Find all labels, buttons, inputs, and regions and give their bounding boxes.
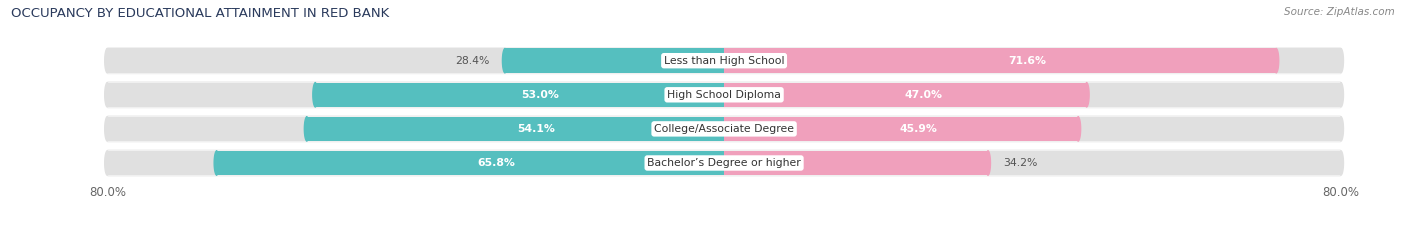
Bar xyxy=(724,116,1078,141)
Bar xyxy=(315,82,724,107)
Polygon shape xyxy=(312,82,315,107)
Polygon shape xyxy=(104,116,107,141)
Text: 54.1%: 54.1% xyxy=(517,124,555,134)
Bar xyxy=(724,82,1087,107)
Polygon shape xyxy=(987,151,990,175)
Text: 28.4%: 28.4% xyxy=(456,56,489,66)
Text: 45.9%: 45.9% xyxy=(900,124,938,134)
Polygon shape xyxy=(104,151,107,175)
Text: OCCUPANCY BY EDUCATIONAL ATTAINMENT IN RED BANK: OCCUPANCY BY EDUCATIONAL ATTAINMENT IN R… xyxy=(11,7,389,20)
Bar xyxy=(724,48,1277,73)
Text: 47.0%: 47.0% xyxy=(904,90,942,100)
Polygon shape xyxy=(502,48,505,73)
FancyBboxPatch shape xyxy=(107,115,1341,143)
Bar xyxy=(307,116,724,141)
Text: 53.0%: 53.0% xyxy=(522,90,560,100)
Polygon shape xyxy=(1341,48,1344,73)
Polygon shape xyxy=(104,82,107,107)
Bar xyxy=(505,48,724,73)
Text: 71.6%: 71.6% xyxy=(1008,56,1046,66)
Polygon shape xyxy=(1277,48,1278,73)
FancyBboxPatch shape xyxy=(107,81,1341,108)
Text: Less than High School: Less than High School xyxy=(664,56,785,66)
Polygon shape xyxy=(1341,82,1344,107)
Polygon shape xyxy=(304,116,307,141)
Bar xyxy=(107,82,1341,107)
Polygon shape xyxy=(1078,116,1081,141)
Bar xyxy=(724,151,987,175)
Text: 34.2%: 34.2% xyxy=(1002,158,1038,168)
Bar xyxy=(217,151,724,175)
Text: College/Associate Degree: College/Associate Degree xyxy=(654,124,794,134)
Polygon shape xyxy=(104,48,107,73)
Polygon shape xyxy=(214,151,217,175)
FancyBboxPatch shape xyxy=(107,47,1341,74)
Bar xyxy=(107,116,1341,141)
Text: High School Diploma: High School Diploma xyxy=(668,90,780,100)
Polygon shape xyxy=(1341,151,1344,175)
Polygon shape xyxy=(1087,82,1090,107)
Text: Bachelor’s Degree or higher: Bachelor’s Degree or higher xyxy=(647,158,801,168)
Polygon shape xyxy=(1341,116,1344,141)
Text: 65.8%: 65.8% xyxy=(477,158,515,168)
Text: Source: ZipAtlas.com: Source: ZipAtlas.com xyxy=(1284,7,1395,17)
Bar xyxy=(107,48,1341,73)
FancyBboxPatch shape xyxy=(107,149,1341,177)
Bar xyxy=(107,151,1341,175)
